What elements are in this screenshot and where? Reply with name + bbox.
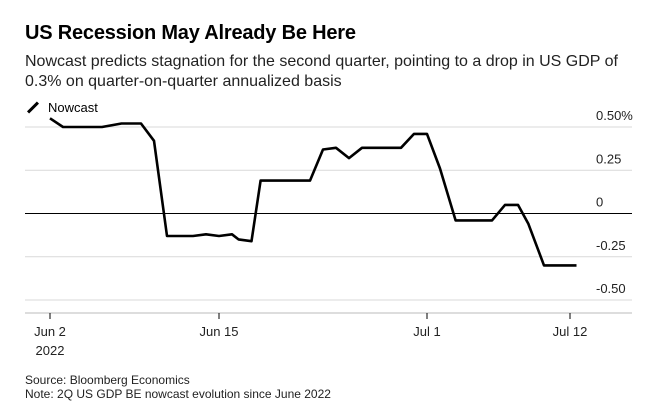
series-layer xyxy=(49,117,577,267)
x-tick-label: Jun 15 xyxy=(199,324,238,339)
y-tick-label: 0 xyxy=(596,195,603,210)
x-tick-label: Jul 1 xyxy=(413,324,440,339)
chart-title: US Recession May Already Be Here xyxy=(25,22,356,44)
series-line-nowcast xyxy=(49,117,577,267)
footnote: Note: 2Q US GDP BE nowcast evolution sin… xyxy=(25,387,331,401)
x-tick-label: Jun 2 xyxy=(34,324,66,339)
chart-subtitle: Nowcast predicts stagnation for the seco… xyxy=(25,53,618,90)
y-tick-label: -0.25 xyxy=(596,238,626,253)
source-note: Source: Bloomberg Economics xyxy=(25,373,190,387)
y-tick-label: -0.50 xyxy=(596,281,626,296)
y-axis-labels: 0.50% 0.25 0 -0.25 -0.50 xyxy=(596,108,633,296)
footer: Source: Bloomberg Economics Note: 2Q US … xyxy=(25,373,331,401)
x-tick-sublabel: 2022 xyxy=(36,343,65,358)
x-tick-label: Jul 12 xyxy=(553,324,588,339)
y-tick-label: 0.50% xyxy=(596,108,633,123)
gridlines xyxy=(25,126,632,301)
x-axis: Jun 2 2022 Jun 15 Jul 1 Jul 12 xyxy=(25,312,632,358)
y-tick-label: 0.25 xyxy=(596,151,621,166)
legend: Nowcast xyxy=(25,100,98,115)
legend-label: Nowcast xyxy=(48,100,98,115)
